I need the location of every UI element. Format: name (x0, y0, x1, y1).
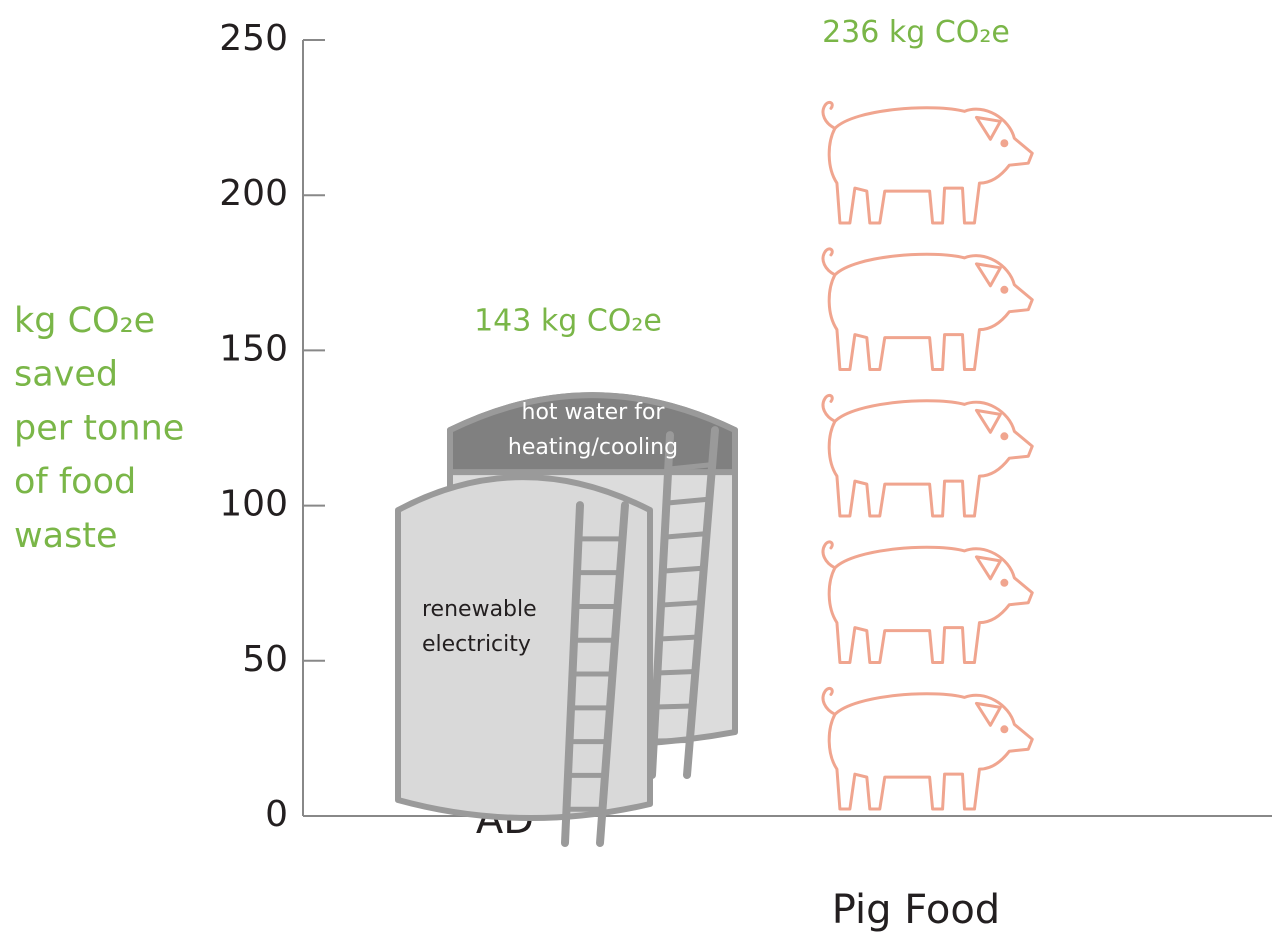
pig-pictogram (823, 102, 1032, 809)
y-tick-label: 150 (219, 328, 288, 369)
ladder-rung (665, 534, 707, 537)
y-axis-label: saved (14, 355, 118, 395)
y-axis-label: per tonne (14, 408, 184, 448)
pig-tail (823, 102, 835, 128)
annotation: hot water for (522, 400, 666, 425)
pig-body (829, 401, 1032, 516)
ladder-rung (656, 706, 693, 707)
pig-ear (976, 410, 1000, 432)
x-tick-label: Pig Food (832, 887, 1000, 933)
ladder-rung (663, 568, 704, 571)
pig-body (829, 547, 1032, 662)
pig-body (829, 694, 1032, 809)
value-label: 236 kg CO₂e (822, 15, 1010, 50)
y-tick-label: 0 (265, 794, 288, 835)
y-tick-label: 50 (242, 639, 288, 680)
y-axis-label: waste (14, 516, 118, 556)
pig-ear (976, 264, 1000, 286)
value-label: 143 kg CO₂e (474, 304, 662, 339)
ladder-rung (659, 637, 698, 639)
pig-eye (1002, 727, 1007, 732)
pig-body (829, 108, 1032, 223)
pig (823, 395, 1032, 516)
ladder-rung (657, 672, 695, 673)
y-tick-label: 200 (219, 173, 288, 214)
ladder-rung (661, 603, 701, 605)
pig (823, 249, 1032, 370)
pig-tail (823, 249, 835, 275)
pig-tail (823, 688, 835, 714)
y-axis-label: of food (14, 462, 136, 502)
pig-eye (1002, 141, 1007, 146)
pig (823, 688, 1032, 809)
pig-ear (976, 117, 1000, 139)
pig-tail (823, 395, 835, 421)
y-tick-label: 250 (219, 18, 288, 59)
annotation: renewable (422, 597, 537, 622)
pig-eye (1002, 434, 1007, 439)
y-tick-label: 100 (219, 484, 288, 525)
annotation: heating/cooling (508, 435, 678, 460)
pig-eye (1002, 287, 1007, 292)
y-axis-label: kg CO₂e (14, 301, 155, 341)
pig-body (829, 254, 1032, 369)
pig (823, 542, 1032, 663)
pig (823, 102, 1032, 223)
pig-eye (1002, 580, 1007, 585)
annotation: electricity (422, 632, 531, 657)
pig-ear (976, 703, 1000, 725)
pig-tail (823, 542, 835, 568)
pig-ear (976, 557, 1000, 579)
